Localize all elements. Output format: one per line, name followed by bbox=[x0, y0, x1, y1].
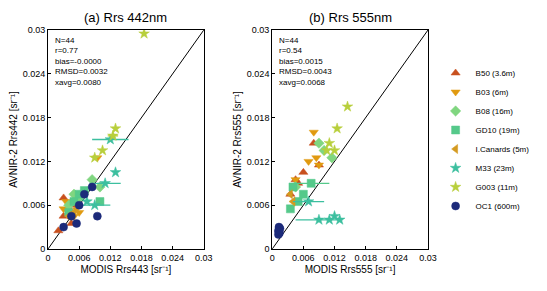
svg-text:0: 0 bbox=[270, 253, 275, 263]
svg-text:0.03: 0.03 bbox=[419, 253, 437, 263]
svg-text:GD10 (19m): GD10 (19m) bbox=[476, 126, 520, 135]
svg-text:I.Canards (5m): I.Canards (5m) bbox=[476, 145, 530, 154]
svg-text:0.018: 0.018 bbox=[23, 113, 46, 123]
svg-text:0.03: 0.03 bbox=[28, 25, 46, 35]
svg-text:0.024: 0.024 bbox=[161, 253, 184, 263]
svg-text:B03 (6m): B03 (6m) bbox=[476, 88, 509, 97]
svg-text:MODIS Rrs555 [sr⁻¹]: MODIS Rrs555 [sr⁻¹] bbox=[305, 264, 396, 275]
svg-text:OC1 (600m): OC1 (600m) bbox=[476, 202, 520, 211]
svg-text:MODIS Rrs443 [sr⁻¹]: MODIS Rrs443 [sr⁻¹] bbox=[81, 264, 172, 275]
svg-text:(b) Rrs 555nm: (b) Rrs 555nm bbox=[309, 10, 392, 25]
svg-text:0.012: 0.012 bbox=[247, 157, 270, 167]
svg-text:B08 (16m): B08 (16m) bbox=[476, 107, 514, 116]
svg-text:AVNIR-2 Rrs555 [sr⁻¹]: AVNIR-2 Rrs555 [sr⁻¹] bbox=[232, 91, 243, 188]
svg-text:G003 (11m): G003 (11m) bbox=[476, 183, 518, 192]
svg-text:0: 0 bbox=[40, 244, 45, 254]
svg-text:0: 0 bbox=[45, 253, 50, 263]
svg-text:0.018: 0.018 bbox=[130, 253, 153, 263]
svg-text:N=44r=0.54bias=0.0015RMSD=0.00: N=44r=0.54bias=0.0015RMSD=0.0043xavg=0.0… bbox=[279, 36, 332, 87]
svg-text:0.012: 0.012 bbox=[99, 253, 122, 263]
svg-text:B50 (3.6m): B50 (3.6m) bbox=[476, 69, 516, 78]
svg-text:0: 0 bbox=[264, 244, 269, 254]
svg-text:0.006: 0.006 bbox=[68, 253, 91, 263]
svg-text:0.012: 0.012 bbox=[323, 253, 346, 263]
svg-text:(a) Rrs 442nm: (a) Rrs 442nm bbox=[84, 10, 167, 25]
svg-text:0.006: 0.006 bbox=[292, 253, 315, 263]
svg-text:N=44r=0.77bias=-0.0000RMSD=0.0: N=44r=0.77bias=-0.0000RMSD=0.0032xavg=0.… bbox=[55, 36, 108, 87]
svg-text:0.018: 0.018 bbox=[247, 113, 270, 123]
svg-text:0.018: 0.018 bbox=[354, 253, 377, 263]
svg-text:M33 (23m): M33 (23m) bbox=[476, 164, 515, 173]
svg-text:0.03: 0.03 bbox=[195, 253, 213, 263]
svg-text:0.024: 0.024 bbox=[23, 69, 46, 79]
svg-text:0.006: 0.006 bbox=[247, 200, 270, 210]
svg-text:0.024: 0.024 bbox=[386, 253, 409, 263]
svg-text:0.012: 0.012 bbox=[23, 157, 46, 167]
svg-text:0.006: 0.006 bbox=[23, 200, 46, 210]
svg-text:0.024: 0.024 bbox=[247, 69, 270, 79]
svg-text:AVNIR-2 Rrs442 [sr⁻¹]: AVNIR-2 Rrs442 [sr⁻¹] bbox=[8, 91, 19, 188]
svg-text:0.03: 0.03 bbox=[252, 25, 270, 35]
